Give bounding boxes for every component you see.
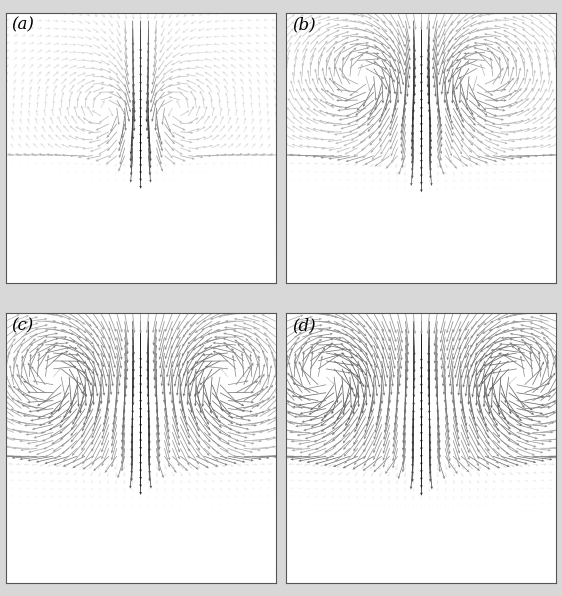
- Text: (c): (c): [11, 317, 33, 334]
- Text: (d): (d): [292, 317, 315, 334]
- Text: (a): (a): [11, 17, 34, 34]
- Text: (b): (b): [292, 17, 315, 34]
